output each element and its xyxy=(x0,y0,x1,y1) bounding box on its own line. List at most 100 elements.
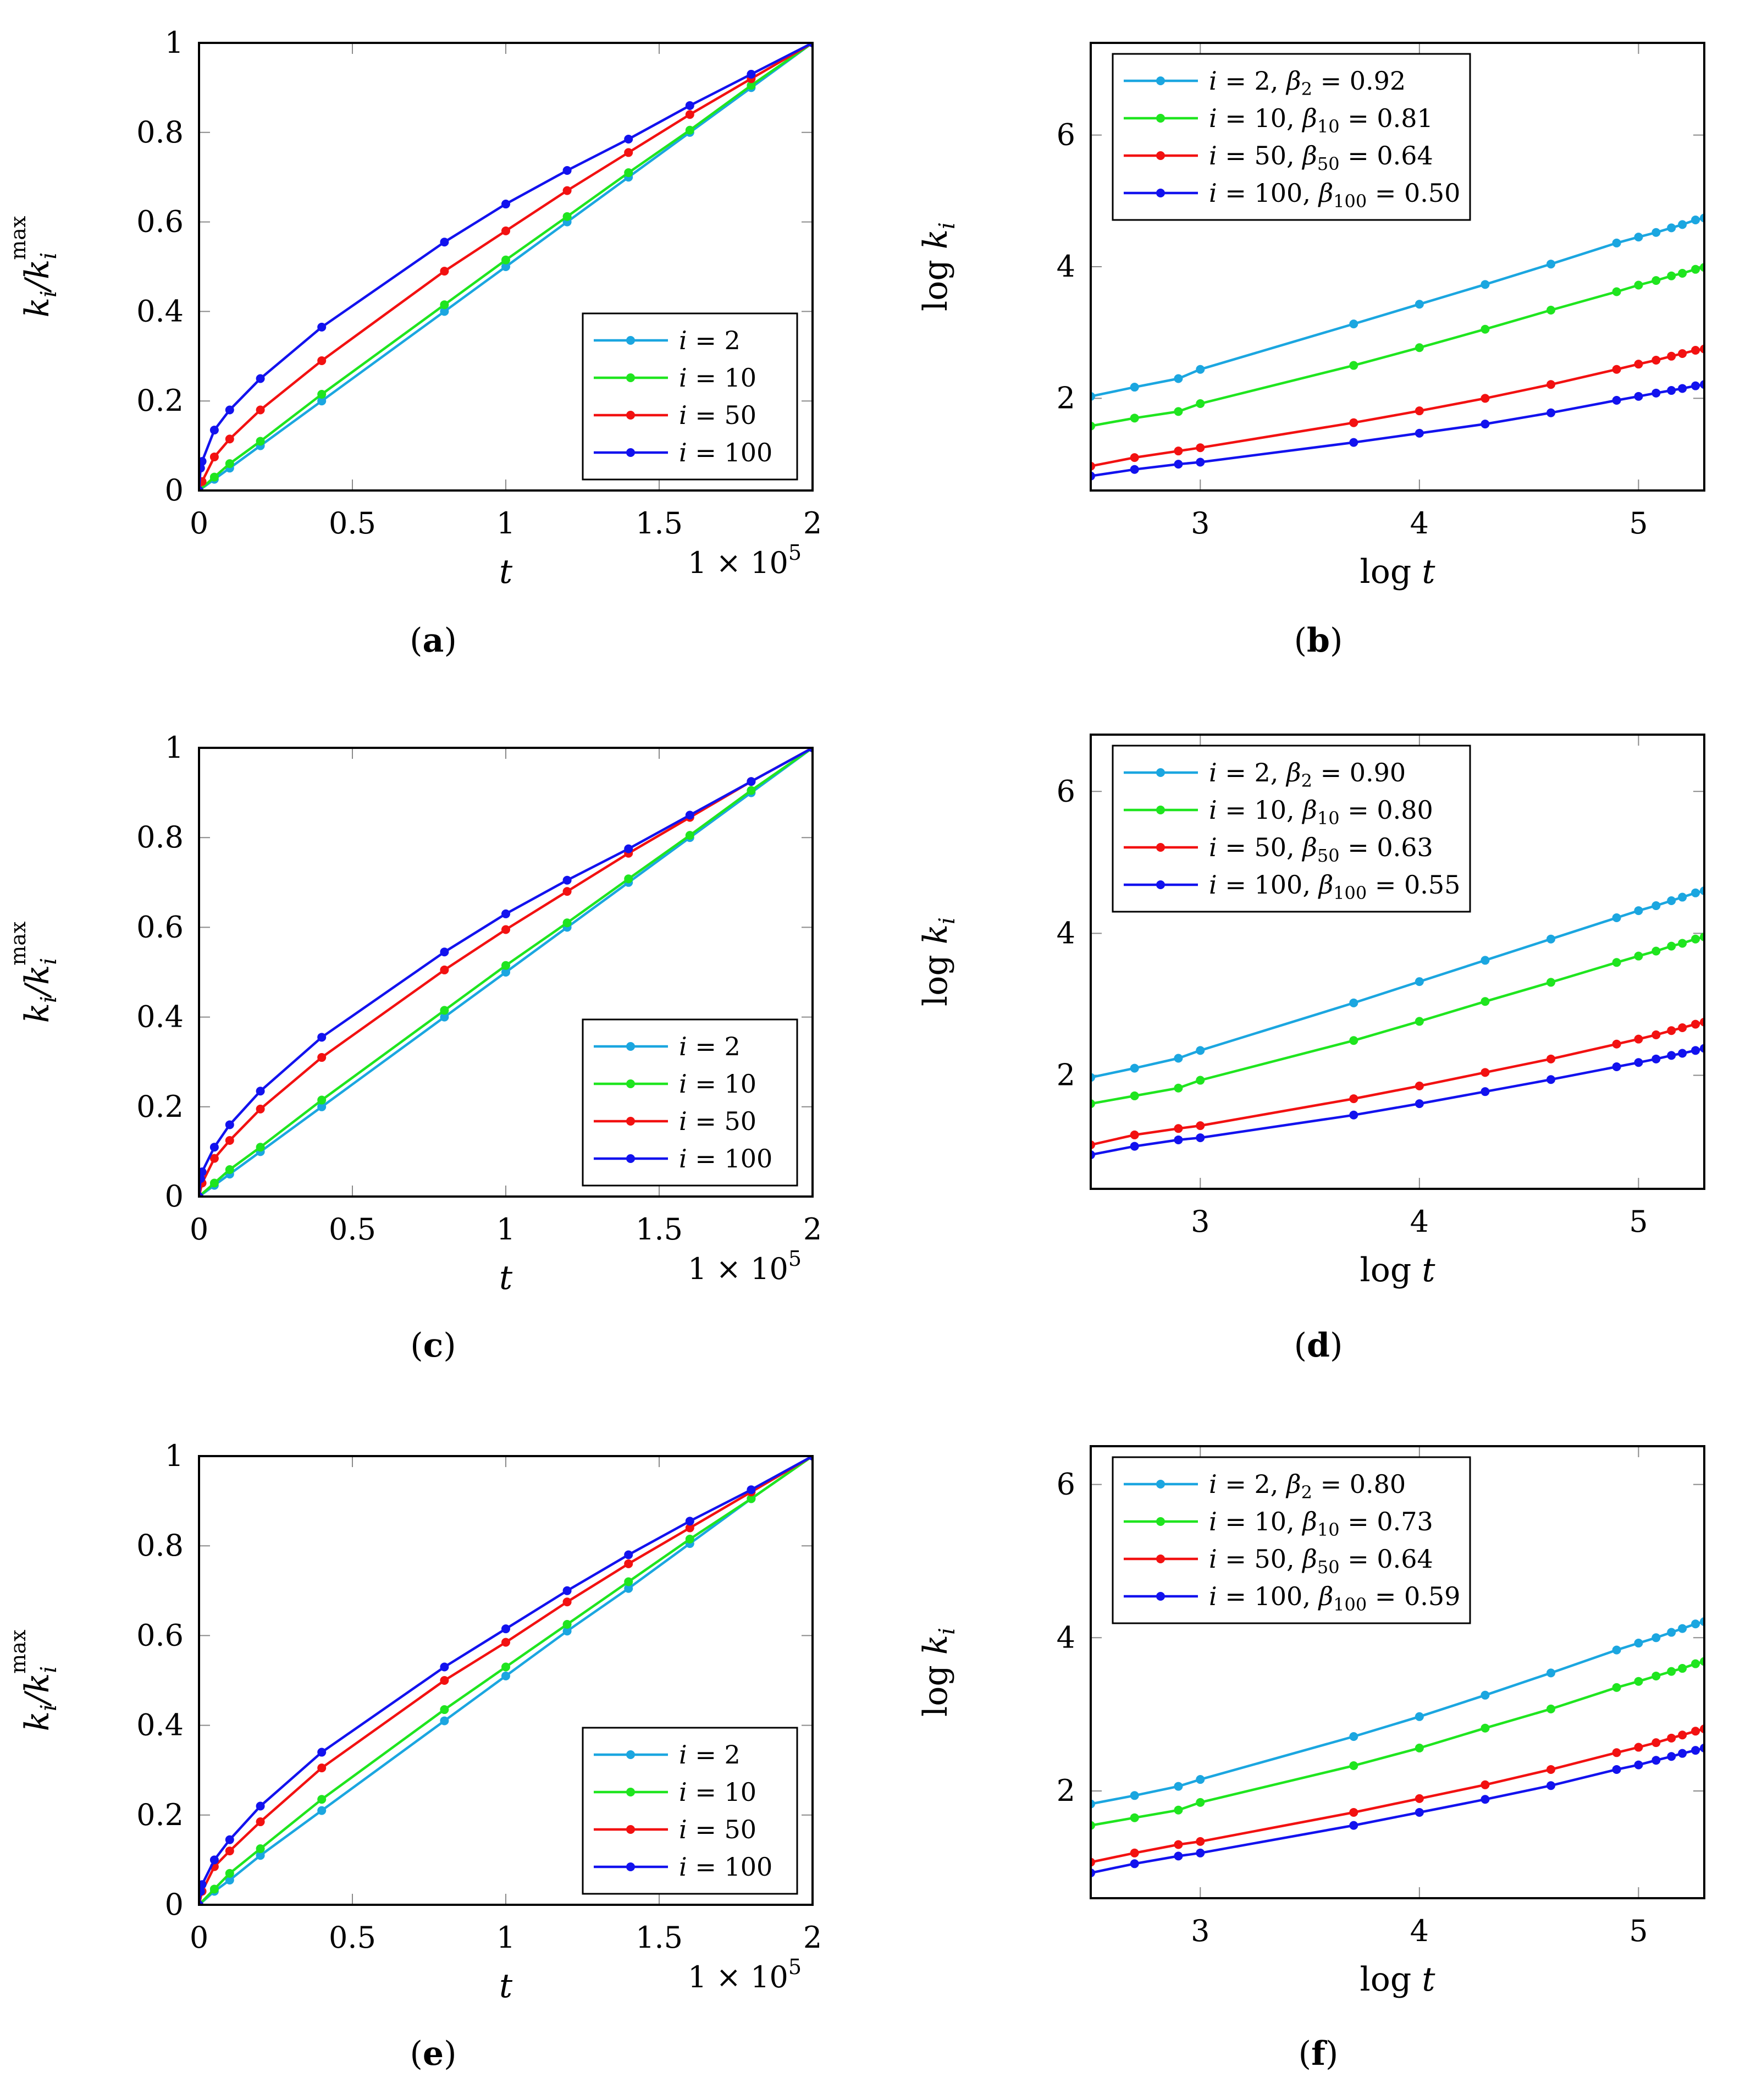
data-point xyxy=(501,909,510,918)
data-point xyxy=(1651,901,1661,911)
data-point xyxy=(685,101,694,110)
data-point xyxy=(1634,392,1643,401)
data-point xyxy=(199,1174,205,1183)
y-tick-label: 6 xyxy=(1057,774,1075,808)
data-point xyxy=(501,1662,510,1672)
legend-label: i = 10, β10 = 0.80 xyxy=(1209,795,1433,829)
legend-entry: i = 10 xyxy=(594,1777,756,1807)
data-point xyxy=(1678,349,1687,359)
data-point xyxy=(1196,1121,1205,1131)
panel-caption: (b) xyxy=(1294,621,1343,660)
data-point xyxy=(440,1676,449,1685)
data-point xyxy=(209,1154,219,1163)
y-axis-label: log ki xyxy=(916,222,960,311)
data-point xyxy=(624,1550,633,1559)
y-axis-label: ki/kimax xyxy=(6,922,62,1023)
y-tick-label: 0 xyxy=(165,473,184,508)
legend-label: i = 10 xyxy=(679,1069,756,1099)
data-point xyxy=(747,1485,756,1495)
data-point xyxy=(256,437,265,446)
data-point xyxy=(685,811,694,820)
data-point xyxy=(209,1884,219,1894)
data-point xyxy=(1415,1099,1424,1109)
legend-swatch-marker xyxy=(1156,1592,1165,1601)
legend: i = 2 i = 10 i = 50 i = 100 xyxy=(582,1727,798,1895)
series-i2 xyxy=(1091,1617,1704,1809)
series-line xyxy=(1091,1660,1704,1827)
data-point xyxy=(685,1523,694,1533)
legend-label: i = 100, β100 = 0.50 xyxy=(1209,178,1460,212)
x-tick-label: 3 xyxy=(1191,1204,1209,1239)
data-point xyxy=(440,238,449,247)
y-tick-label: 0.2 xyxy=(136,383,184,418)
data-point xyxy=(501,262,510,271)
data-point xyxy=(1349,1036,1358,1045)
legend-label: i = 2, β2 = 0.92 xyxy=(1209,66,1406,100)
data-point xyxy=(225,1165,234,1175)
data-point xyxy=(1415,428,1424,438)
data-point xyxy=(1481,1723,1490,1733)
data-point xyxy=(1667,386,1676,395)
x-tick-label: 3 xyxy=(1191,1914,1209,1948)
data-point xyxy=(256,374,265,383)
legend-entry: i = 50 xyxy=(594,1815,756,1844)
data-point xyxy=(1196,399,1205,408)
x-tick-label: 5 xyxy=(1629,1204,1648,1239)
data-point xyxy=(1612,1765,1621,1774)
data-point xyxy=(317,1806,327,1815)
data-point xyxy=(1651,1738,1661,1748)
data-point xyxy=(1651,1633,1661,1642)
data-point xyxy=(1130,1142,1139,1151)
data-point xyxy=(1481,1690,1490,1700)
data-point xyxy=(1651,1054,1661,1063)
data-point xyxy=(562,887,572,896)
data-point xyxy=(1349,1761,1358,1770)
legend-entry: i = 100 xyxy=(594,438,772,467)
legend-swatch-marker xyxy=(626,1825,635,1834)
y-axis-label: log ki xyxy=(916,1628,960,1717)
y-tick-label: 4 xyxy=(1057,1620,1075,1655)
legend-swatch-marker xyxy=(1156,114,1165,123)
data-point xyxy=(1349,998,1358,1007)
data-point xyxy=(1349,1110,1358,1120)
legend-entry: i = 100, β100 = 0.50 xyxy=(1124,178,1460,212)
legend-swatch-marker xyxy=(626,1079,635,1088)
data-point xyxy=(562,166,572,175)
data-point xyxy=(1546,1054,1555,1063)
data-point xyxy=(1667,1628,1676,1637)
data-point xyxy=(1130,1791,1139,1800)
legend-entry: i = 50, β50 = 0.64 xyxy=(1124,141,1433,174)
data-point xyxy=(1691,1046,1700,1055)
x-tick-label: 0 xyxy=(190,1920,208,1955)
data-point xyxy=(1130,1130,1139,1139)
data-point xyxy=(1130,1091,1139,1100)
data-point xyxy=(256,1844,265,1853)
data-point xyxy=(1130,1063,1139,1073)
data-point xyxy=(1546,978,1555,987)
data-point xyxy=(1651,1671,1661,1680)
data-point xyxy=(256,405,265,415)
data-point xyxy=(1612,1062,1621,1072)
data-point xyxy=(624,1559,633,1568)
data-point xyxy=(225,1847,234,1856)
data-point xyxy=(1612,1683,1621,1692)
x-scale-multiplier: 1 × 105 xyxy=(688,1955,802,1994)
data-point xyxy=(1349,1094,1358,1104)
data-point xyxy=(624,874,633,884)
data-point xyxy=(440,1662,449,1672)
data-point xyxy=(317,1033,327,1042)
y-tick-label: 0 xyxy=(165,1179,184,1214)
y-tick-label: 0 xyxy=(165,1887,184,1922)
data-point xyxy=(1349,438,1358,447)
series-line xyxy=(199,748,813,1197)
data-point xyxy=(256,1851,265,1860)
legend-label: i = 10 xyxy=(679,1777,756,1807)
data-point xyxy=(1130,1859,1139,1868)
legend-swatch-marker xyxy=(626,1042,635,1051)
data-point xyxy=(1174,374,1183,383)
tick-marks xyxy=(1091,1446,1704,1898)
data-point xyxy=(1651,388,1661,398)
plot-area xyxy=(199,43,813,490)
panel-caption: (f) xyxy=(1299,2035,1339,2073)
data-point xyxy=(1667,223,1676,233)
